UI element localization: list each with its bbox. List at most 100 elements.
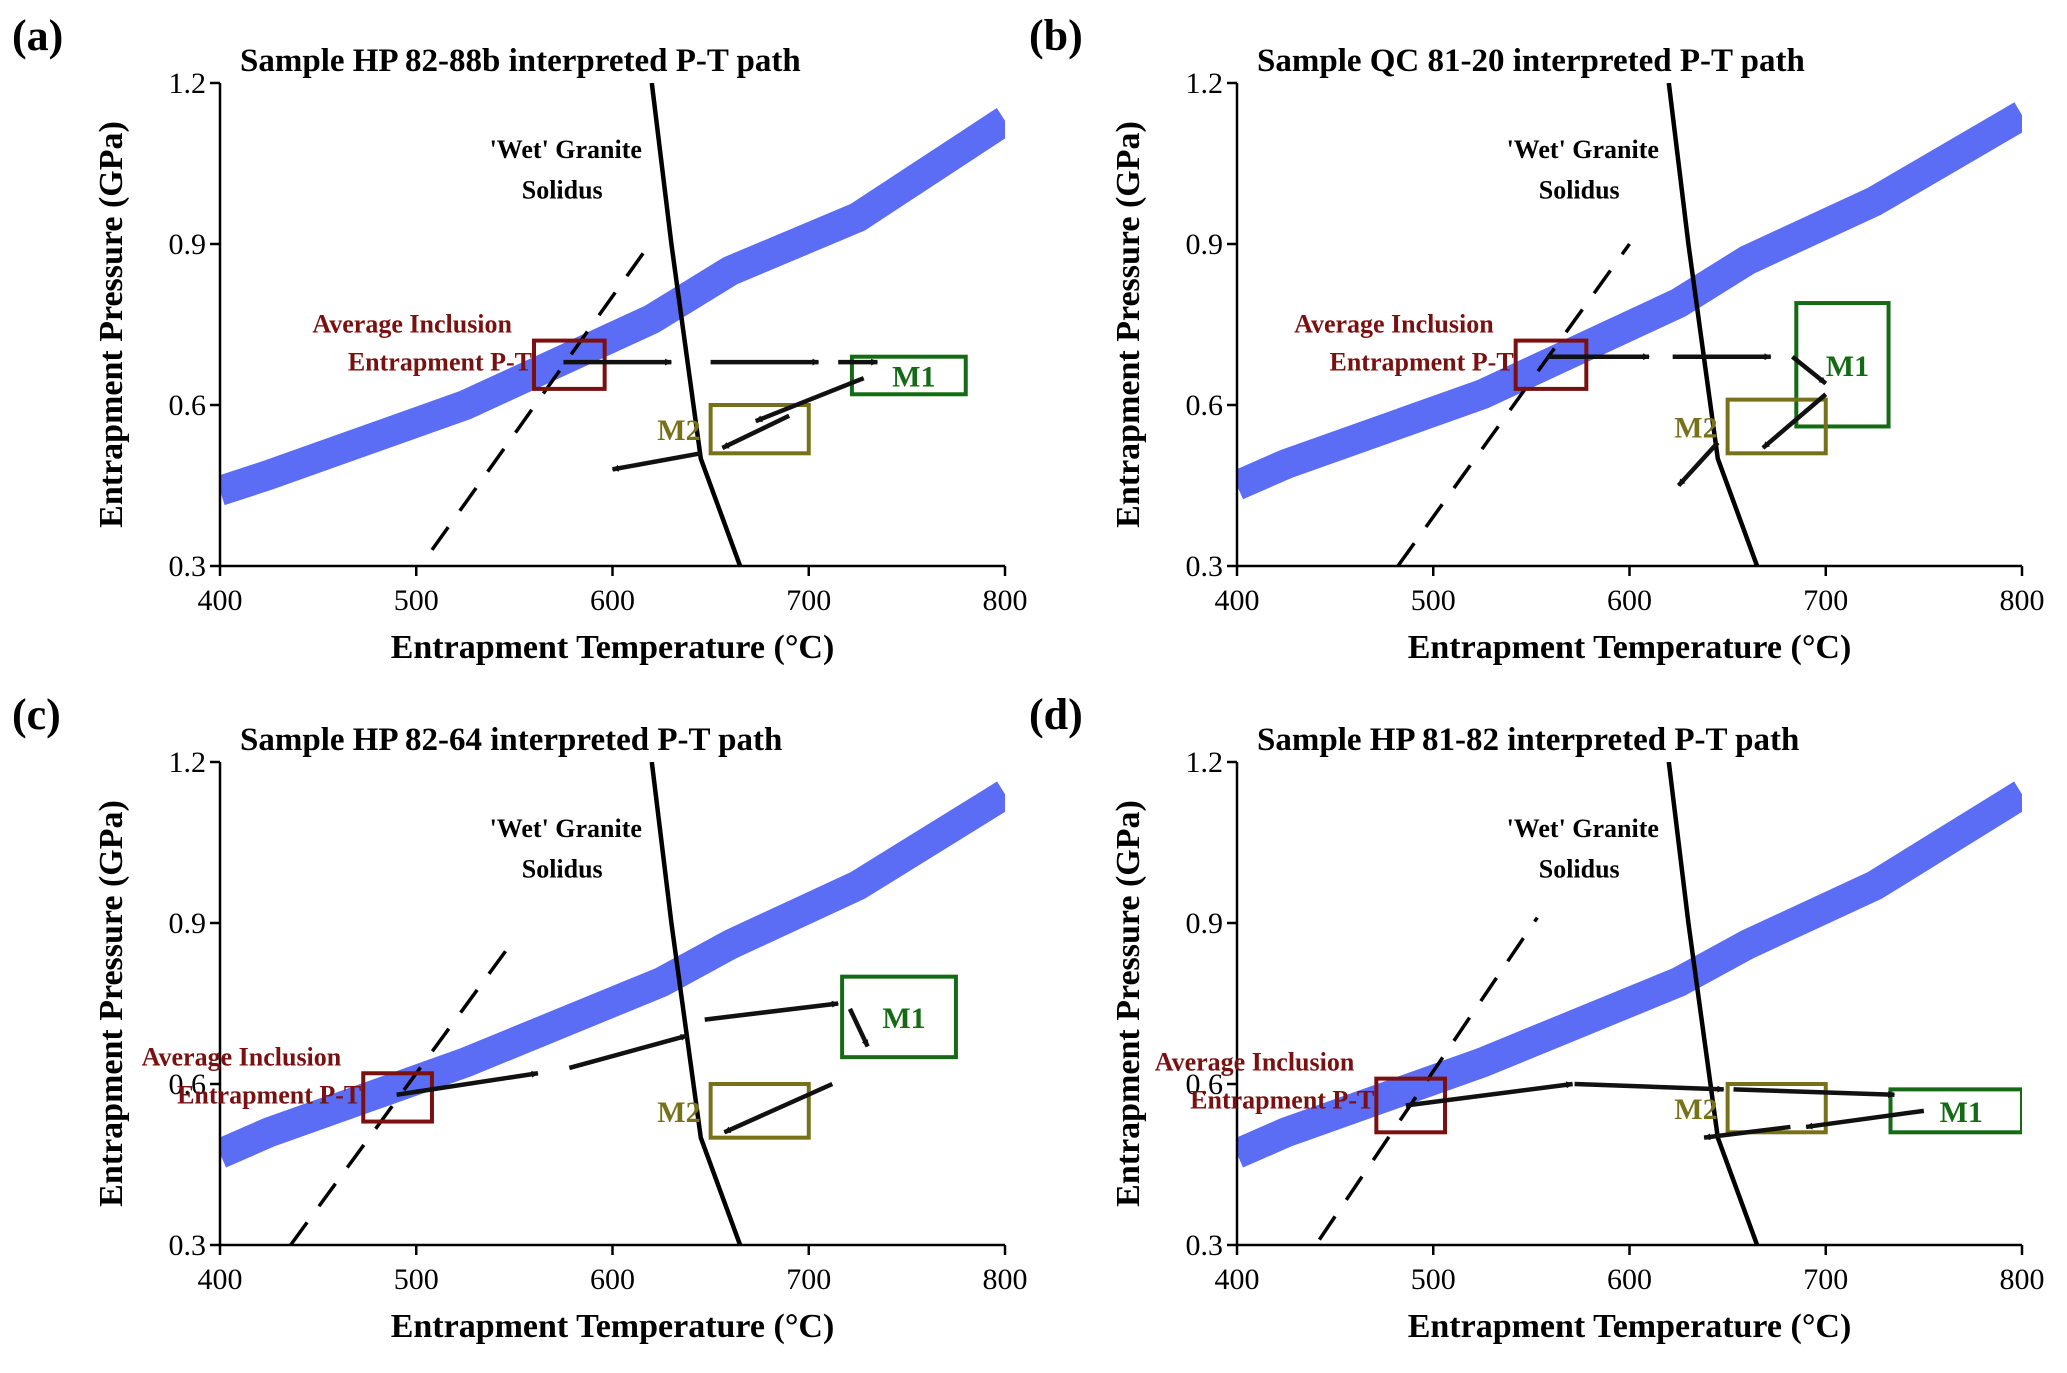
y-tick-label: 0.3 [1186,1229,1224,1262]
y-tick-label: 1.2 [169,67,207,100]
y-axis-label: Entrapment Pressure (GPa) [93,121,130,528]
path-arrow [1405,1081,1574,1108]
solidus-line [1666,83,1760,566]
m2-label: M2 [1674,1093,1717,1126]
inclusion-label-line2: Entrapment P-T [348,348,532,377]
plot-area [220,762,1005,1245]
box-M2 [708,1082,811,1140]
x-tick-label: 700 [786,1263,831,1296]
y-axis-label: Entrapment Pressure (GPa) [1110,121,1147,528]
y-tick-label: 0.9 [1186,907,1224,940]
path-arrow [1790,354,1828,386]
path-arrow [1761,392,1828,450]
panel-a: 400 500 600 700 800 0.3 0.6 0.9 1.2 Entrapment Te… [12,11,1028,666]
y-axis-label: Entrapment Pressure (GPa) [1110,800,1147,1207]
path-arrow [723,1081,834,1135]
panel-d: 400 500 600 700 800 0.3 0.6 0.9 1.2 Entrapment Te… [1029,690,2045,1345]
x-tick-label: 400 [1215,584,1260,617]
x-tick-label: 800 [983,584,1028,617]
panel-title: Sample HP 82-88b interpreted P-T path [240,43,801,79]
box-M1 [1794,301,1891,429]
x-tick-label: 500 [394,584,439,617]
m2-label: M2 [657,414,700,447]
solidus-label-line1: 'Wet' Granite [490,135,642,164]
y-tick-label: 0.3 [169,1229,207,1262]
panel-letter: (c) [12,690,61,739]
y-tick-label: 0.6 [169,389,207,422]
path-arrow [847,1007,870,1048]
solidus-line [1666,762,1760,1245]
x-axis-label: Entrapment Temperature (°C) [391,1308,835,1345]
box-M2 [708,403,811,456]
solidus-label-line2: Solidus [522,175,603,204]
pt-band [1237,102,2022,500]
x-tick-label: 400 [198,1263,243,1296]
path-arrow [754,376,865,424]
box-M1 [849,354,968,397]
panel-title: Sample HP 82-64 interpreted P-T path [240,722,782,758]
panel-letter: (d) [1029,690,1083,739]
y-tick-label: 1.2 [1186,67,1224,100]
x-axis-label: Entrapment Temperature (°C) [1408,629,1852,666]
path-arrow [1676,441,1720,488]
path-arrow [1805,1108,1925,1130]
y-tick-label: 0.6 [1186,389,1224,422]
path-arrow [1703,1124,1791,1141]
panel-letter: (b) [1029,11,1083,60]
x-tick-label: 600 [590,1263,635,1296]
y-tick-label: 0.9 [169,907,207,940]
x-tick-label: 500 [1411,1263,1456,1296]
solidus-label-line2: Solidus [522,854,603,883]
pt-band [1237,781,2022,1168]
dashed-line [1396,242,1631,566]
x-axis-label: Entrapment Temperature (°C) [391,629,835,666]
inclusion-label-line1: Average Inclusion [142,1042,342,1071]
x-tick-label: 600 [1607,584,1652,617]
path-arrow [1574,1081,1725,1093]
x-tick-label: 500 [394,1263,439,1296]
dashed-line [430,248,648,551]
m1-label: M1 [1826,350,1869,383]
path-arrow [1733,1087,1896,1099]
y-tick-label: 1.2 [169,746,207,779]
box-inclusion [361,1071,434,1124]
x-tick-label: 700 [1803,1263,1848,1296]
x-tick-label: 800 [2000,1263,2045,1296]
y-tick-label: 0.6 [1186,1068,1224,1101]
y-tick-label: 0.9 [169,228,207,261]
panel-letter: (a) [12,11,63,60]
path-arrow [396,1070,539,1097]
inclusion-label-line1: Average Inclusion [1155,1048,1355,1077]
pt-band [220,781,1005,1168]
box-M1 [1888,1087,2022,1135]
inclusion-label-line1: Average Inclusion [1294,310,1494,339]
m1-label: M1 [1940,1096,1983,1129]
box-M2 [1725,1082,1828,1135]
box-M1 [840,974,958,1060]
path-arrow [611,451,702,472]
y-tick-label: 0.3 [169,550,207,583]
x-tick-label: 800 [2000,584,2045,617]
box-inclusion [532,338,607,391]
inclusion-label-line1: Average Inclusion [312,310,512,339]
solidus-line [649,762,743,1245]
plot-area [1237,83,2022,566]
y-tick-label: 1.2 [1186,746,1224,779]
m1-label: M1 [882,1002,925,1035]
m2-label: M2 [1674,411,1717,444]
solidus-label-line2: Solidus [1539,175,1620,204]
x-tick-label: 400 [198,584,243,617]
y-axis-label: Entrapment Pressure (GPa) [93,800,130,1207]
plot-area [1237,762,2022,1245]
x-tick-label: 500 [1411,584,1456,617]
solidus-label-line2: Solidus [1539,854,1620,883]
path-arrow [704,1000,839,1022]
panel-title: Sample QC 81-20 interpreted P-T path [1257,43,1805,79]
solidus-line [649,83,743,566]
x-axis-label: Entrapment Temperature (°C) [1408,1308,1852,1345]
inclusion-label-line2: Entrapment P-T [177,1080,361,1109]
panel-title: Sample HP 81-82 interpreted P-T path [1257,722,1799,758]
box-inclusion [1513,338,1589,391]
solidus-label-line1: 'Wet' Granite [1507,814,1659,843]
